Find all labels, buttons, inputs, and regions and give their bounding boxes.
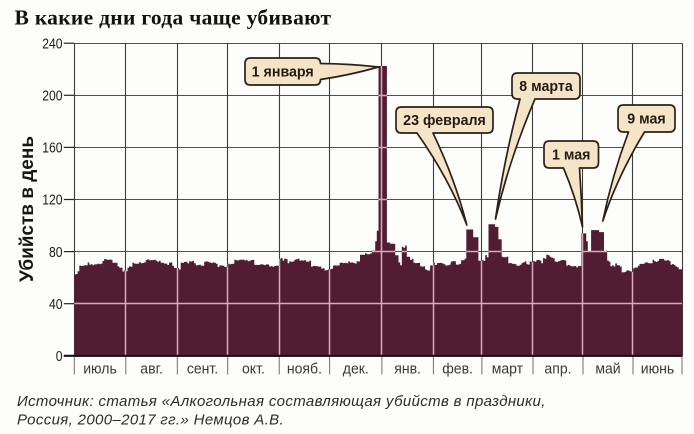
svg-text:июнь: июнь: [641, 361, 674, 377]
svg-text:Источник: статья «Алкогольная: Источник: статья «Алкогольная составляющ…: [17, 393, 546, 410]
svg-text:9 мая: 9 мая: [627, 111, 665, 127]
svg-text:240: 240: [42, 35, 62, 51]
svg-text:янв.: янв.: [394, 361, 421, 377]
svg-text:0: 0: [56, 348, 63, 364]
svg-text:120: 120: [42, 192, 62, 208]
svg-text:июль: июль: [83, 361, 117, 377]
svg-text:нояб.: нояб.: [287, 361, 322, 377]
svg-text:40: 40: [49, 296, 63, 312]
svg-text:окт.: окт.: [242, 361, 265, 377]
svg-text:1 января: 1 января: [252, 64, 314, 80]
svg-text:8 марта: 8 марта: [519, 79, 573, 95]
svg-text:сент.: сент.: [187, 361, 218, 377]
svg-text:160: 160: [42, 140, 62, 156]
svg-text:1 мая: 1 мая: [552, 147, 590, 163]
svg-text:май: май: [595, 361, 620, 377]
svg-text:Россия, 2000–2017 гг.» Немцов: Россия, 2000–2017 гг.» Немцов А.В.: [17, 411, 284, 428]
svg-text:В какие дни года чаще убивают: В какие дни года чаще убивают: [15, 6, 332, 30]
svg-text:апр.: апр.: [544, 361, 571, 377]
svg-text:200: 200: [42, 88, 62, 104]
svg-text:80: 80: [49, 244, 63, 260]
svg-text:дек.: дек.: [343, 361, 369, 377]
svg-text:март: март: [492, 361, 524, 377]
svg-text:23 февраля: 23 февраля: [403, 113, 486, 129]
svg-text:авг.: авг.: [140, 361, 163, 377]
svg-text:Убийств в день: Убийств в день: [17, 136, 38, 282]
svg-text:фев.: фев.: [442, 361, 473, 377]
